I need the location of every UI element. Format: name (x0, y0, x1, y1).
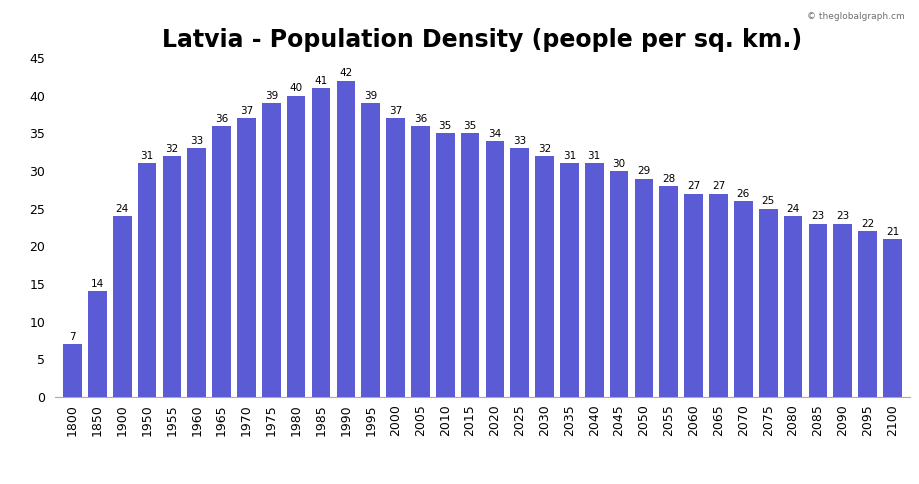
Text: 25: 25 (762, 197, 775, 206)
Bar (287, 96, 305, 397)
Bar (237, 118, 255, 397)
Text: 37: 37 (240, 106, 253, 116)
Text: © theglobalgraph.cm: © theglobalgraph.cm (808, 12, 905, 21)
Bar (361, 103, 380, 397)
Bar (411, 126, 430, 397)
Text: 31: 31 (141, 151, 153, 161)
Text: 33: 33 (513, 136, 527, 146)
Bar (809, 224, 827, 397)
Text: 32: 32 (538, 144, 551, 154)
Text: 42: 42 (339, 68, 353, 78)
Bar (759, 209, 777, 397)
Bar (734, 201, 753, 397)
Bar (436, 134, 455, 397)
Text: 37: 37 (389, 106, 403, 116)
Bar (63, 344, 82, 397)
Text: 35: 35 (438, 121, 452, 131)
Bar (585, 164, 604, 397)
Text: 22: 22 (861, 219, 874, 229)
Text: 36: 36 (414, 114, 427, 123)
Bar (88, 291, 107, 397)
Bar (460, 134, 480, 397)
Bar (510, 149, 529, 397)
Text: 26: 26 (737, 189, 750, 199)
Bar (858, 231, 877, 397)
Bar (386, 118, 405, 397)
Text: 32: 32 (165, 144, 178, 154)
Text: 28: 28 (663, 174, 675, 184)
Text: 39: 39 (364, 91, 378, 101)
Text: 31: 31 (587, 151, 601, 161)
Text: 31: 31 (562, 151, 576, 161)
Text: 21: 21 (886, 227, 899, 237)
Bar (660, 186, 678, 397)
Bar (336, 81, 355, 397)
Text: 34: 34 (488, 129, 502, 138)
Bar (685, 194, 703, 397)
Text: 27: 27 (712, 182, 725, 191)
Text: 33: 33 (190, 136, 203, 146)
Text: 14: 14 (91, 279, 104, 289)
Bar (560, 164, 579, 397)
Bar (883, 239, 902, 397)
Bar (187, 149, 206, 397)
Text: 27: 27 (687, 182, 700, 191)
Text: 35: 35 (463, 121, 477, 131)
Bar (834, 224, 852, 397)
Bar (635, 179, 653, 397)
Bar (262, 103, 280, 397)
Bar (610, 171, 629, 397)
Text: 39: 39 (265, 91, 278, 101)
Text: 30: 30 (613, 159, 626, 169)
Bar (312, 88, 330, 397)
Text: 24: 24 (787, 204, 800, 214)
Title: Latvia - Population Density (people per sq. km.): Latvia - Population Density (people per … (163, 28, 802, 52)
Bar (113, 216, 131, 397)
Text: 7: 7 (69, 332, 76, 342)
Bar (709, 194, 728, 397)
Bar (784, 216, 802, 397)
Bar (212, 126, 231, 397)
Text: 29: 29 (638, 166, 651, 176)
Bar (163, 156, 181, 397)
Text: 40: 40 (289, 83, 302, 93)
Text: 24: 24 (116, 204, 129, 214)
Bar (535, 156, 554, 397)
Text: 23: 23 (836, 212, 849, 222)
Bar (138, 164, 156, 397)
Text: 23: 23 (811, 212, 824, 222)
Text: 41: 41 (314, 76, 327, 86)
Bar (485, 141, 505, 397)
Text: 36: 36 (215, 114, 228, 123)
